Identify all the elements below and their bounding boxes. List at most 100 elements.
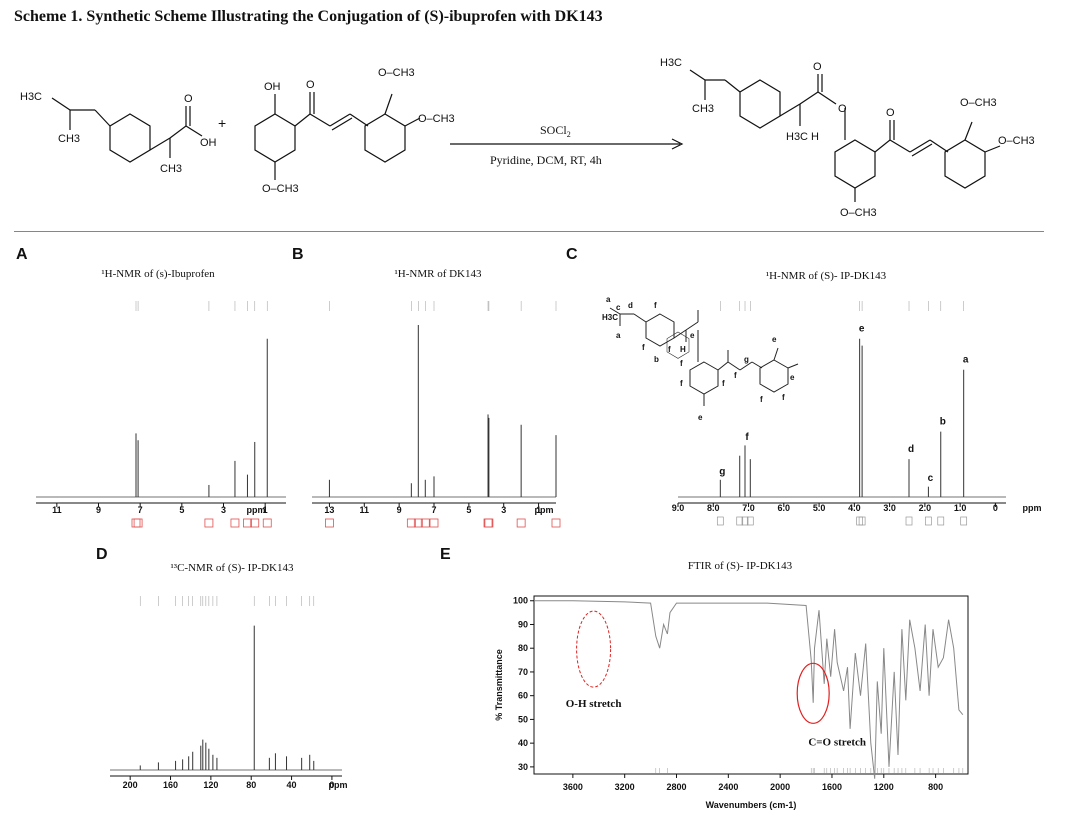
dk143-ring-a bbox=[254, 113, 296, 163]
y-tick-label: 60 bbox=[518, 691, 528, 701]
bond bbox=[689, 69, 706, 81]
peak-label: d bbox=[908, 444, 914, 455]
x-tick-label: 11 bbox=[360, 505, 370, 515]
bond bbox=[169, 125, 187, 139]
svg-text:H3C: H3C bbox=[602, 313, 618, 322]
panel-label-c: C bbox=[566, 246, 578, 263]
x-tick-label: 0 bbox=[329, 780, 334, 790]
bond bbox=[309, 113, 331, 127]
arrow-head bbox=[671, 138, 684, 150]
svg-text:a: a bbox=[606, 295, 611, 304]
ibuprofen-oh: OH bbox=[200, 137, 217, 149]
x-tick-label: 5 bbox=[466, 505, 471, 515]
svg-text:e: e bbox=[772, 335, 777, 344]
bond bbox=[874, 139, 891, 153]
integration-box bbox=[429, 518, 439, 528]
reagent-label: SOCl2 bbox=[540, 123, 571, 139]
integration-box bbox=[551, 518, 561, 528]
scheme-title: Scheme 1. Synthetic Scheme Illustrating … bbox=[14, 8, 603, 25]
product-ring-c bbox=[944, 139, 986, 189]
x-tick-label: 9 bbox=[397, 505, 402, 515]
dk143-o-ch3-right: O–CH3 bbox=[418, 113, 455, 125]
peak-label: f bbox=[745, 432, 749, 443]
integration-box bbox=[230, 518, 240, 528]
integration-box bbox=[204, 518, 214, 528]
x-tick-label: 120 bbox=[203, 780, 218, 790]
x-tick-label: 5.0 bbox=[813, 503, 826, 513]
integration-box bbox=[516, 518, 526, 528]
dk143-o-ch3-bottom: O–CH3 bbox=[262, 183, 299, 195]
integration-box bbox=[925, 516, 932, 526]
product-o-keto: O bbox=[886, 107, 895, 119]
bond bbox=[149, 137, 171, 151]
x-tick-label: 4.0 bbox=[848, 503, 861, 513]
x-tick-label: 11 bbox=[52, 505, 62, 515]
x-tick-label: 3.0 bbox=[883, 503, 896, 513]
ibuprofen-h3c: H3C bbox=[20, 91, 42, 103]
product-o-ch3-right: O–CH3 bbox=[998, 135, 1035, 147]
svg-text:f: f bbox=[734, 371, 737, 380]
bond bbox=[94, 109, 111, 127]
integration-box bbox=[484, 518, 494, 528]
integration-box bbox=[131, 518, 141, 528]
x-tick-label: 5 bbox=[179, 505, 184, 515]
integration-box bbox=[905, 516, 913, 526]
integration-box bbox=[420, 518, 430, 528]
peak-label: e bbox=[859, 324, 865, 335]
integration-box bbox=[133, 518, 143, 528]
panel-e-title: FTIR of (S)- IP-DK143 bbox=[687, 560, 793, 572]
svg-text:f: f bbox=[654, 301, 657, 310]
x-axis-label: ppm bbox=[1023, 503, 1042, 513]
panel-b-title: ¹H-NMR of DK143 bbox=[394, 268, 482, 280]
x-tick-label: 2000 bbox=[770, 782, 790, 792]
x-tick-label: 1200 bbox=[874, 782, 894, 792]
chart-e-ftir: 30 40 50 60 70 80 90 100 3600 3200 2800 2400 2000 160… bbox=[494, 595, 969, 810]
x-axis-label: Wavenumbers (cm-1) bbox=[706, 800, 797, 810]
ibuprofen-ch3-bottom: CH3 bbox=[160, 163, 182, 175]
x-tick-label: 7 bbox=[138, 505, 143, 515]
ftir-series-line bbox=[534, 600, 964, 779]
dk143-oh: OH bbox=[264, 81, 281, 93]
product-o-ester: O bbox=[813, 61, 822, 73]
product-h3c-h: H3C H bbox=[786, 131, 819, 143]
product-o-link: O bbox=[838, 103, 847, 115]
x-tick-label: 1 bbox=[536, 505, 541, 515]
bond bbox=[909, 139, 931, 153]
integration-box bbox=[960, 516, 968, 526]
conditions-label: Pyridine, DCM, RT, 4h bbox=[490, 153, 602, 167]
peak-label: c bbox=[928, 473, 934, 484]
y-tick-label: 100 bbox=[513, 596, 528, 606]
ibuprofen-ring bbox=[109, 113, 151, 163]
bond bbox=[51, 97, 71, 111]
bond bbox=[349, 113, 369, 127]
integration-box bbox=[736, 516, 744, 526]
bond bbox=[331, 117, 353, 131]
x-tick-label: 3600 bbox=[563, 782, 583, 792]
x-tick-label: 6.0 bbox=[778, 503, 791, 513]
oh-stretch-ellipse bbox=[576, 610, 612, 688]
product-ring-b bbox=[834, 139, 876, 189]
x-tick-label: 160 bbox=[163, 780, 178, 790]
integration-box bbox=[716, 516, 724, 526]
x-tick-label: 800 bbox=[928, 782, 943, 792]
svg-text:f: f bbox=[680, 359, 683, 368]
panel-label-a: A bbox=[16, 246, 28, 263]
bond bbox=[889, 139, 911, 153]
product-ch3: CH3 bbox=[692, 103, 714, 115]
bond bbox=[384, 93, 393, 115]
dk143-o-keto: O bbox=[306, 79, 315, 91]
ibuprofen-ch3-left: CH3 bbox=[58, 133, 80, 145]
y-tick-label: 50 bbox=[518, 714, 528, 724]
integration-box bbox=[741, 516, 749, 526]
panel-c-title: ¹H-NMR of (S)- IP-DK143 bbox=[765, 270, 887, 282]
plot-frame bbox=[533, 595, 969, 775]
x-tick-label: 3 bbox=[221, 505, 226, 515]
co-stretch-label: C=O stretch bbox=[808, 736, 866, 748]
integration-box bbox=[250, 518, 260, 528]
dk143-ring-b bbox=[364, 113, 406, 163]
y-axis-label: % Transmittance bbox=[494, 649, 504, 721]
y-tick-label: 80 bbox=[518, 643, 528, 653]
product-h3c: H3C bbox=[660, 57, 682, 69]
